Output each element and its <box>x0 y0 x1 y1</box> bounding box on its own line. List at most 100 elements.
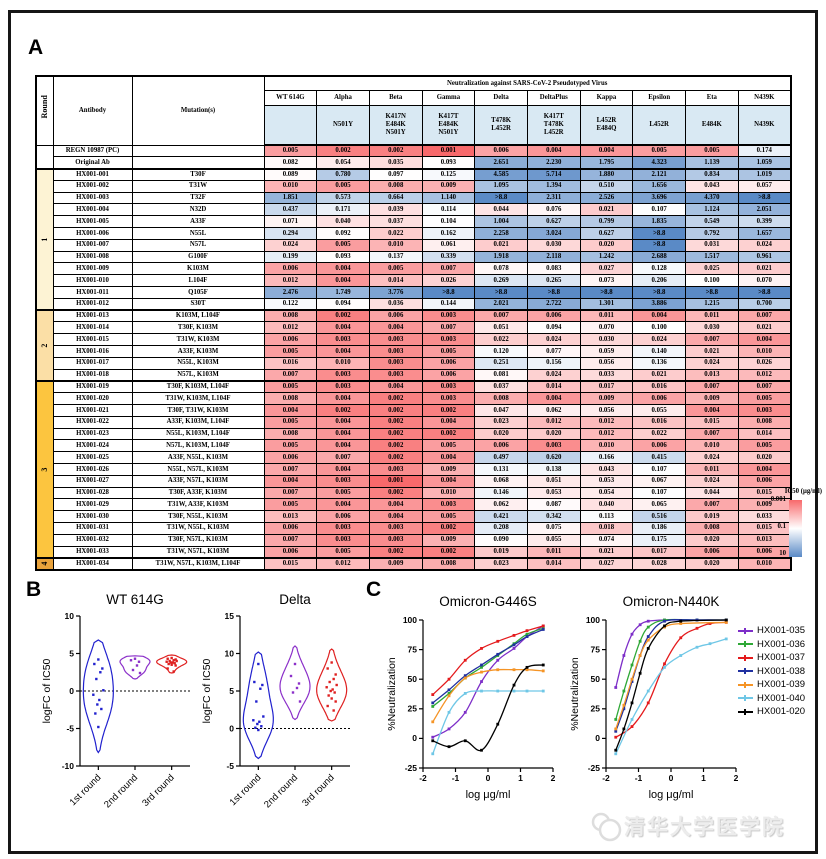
ic50-cell: 0.006 <box>421 356 476 370</box>
legend-entry: HX001-038 <box>738 665 805 679</box>
curve-data-point <box>480 689 483 693</box>
ic50-cell: 0.415 <box>632 451 686 465</box>
svg-text:1st round: 1st round <box>68 772 104 808</box>
svg-text:10: 10 <box>225 648 235 658</box>
ic50-cell: 5.714 <box>526 167 581 181</box>
violin-data-point <box>129 659 133 662</box>
ic50-cell: 0.007 <box>263 533 318 547</box>
curve-data-point <box>630 725 634 728</box>
legend-marker-icon <box>738 627 753 634</box>
ic50-cell: 1.656 <box>632 179 686 193</box>
curve-data-point <box>496 668 500 672</box>
ic50-cell: 1.835 <box>632 215 686 229</box>
table-row: HX001-018 N57L, K103M 0.007 0.003 0.003 0.006… <box>36 368 792 382</box>
variant-mutations: T478K L452R <box>474 105 528 146</box>
curve-data-point <box>525 665 529 669</box>
table-row: HX001-005 A33F 0.071 0.040 0.037 0.104 1.004 0.… <box>36 215 792 229</box>
violin-data-point <box>328 680 331 684</box>
curve-data-point <box>679 654 683 657</box>
curve-data-point <box>724 620 728 624</box>
mutation-list: N57L, K103M <box>131 368 265 382</box>
ic50-cell: 0.004 <box>368 510 423 523</box>
watermark-text: 清华大学医学院 <box>624 816 785 839</box>
ic50-cell: 0.004 <box>421 415 476 429</box>
ic50-cell: 0.011 <box>685 309 739 323</box>
ic50-cell: 0.004 <box>316 392 370 406</box>
curve-data-point <box>496 658 500 662</box>
mutation-list: T30F, K103M, L104F <box>131 379 265 394</box>
ic50-cell: 0.015 <box>737 486 792 500</box>
ic50-cell: 0.020 <box>579 238 634 252</box>
table-row: HX001-004 N32D 0.437 0.171 0.039 0.114 0.044 0.… <box>36 203 792 217</box>
ic50-cell: 0.162 <box>421 227 476 240</box>
curve-hx001-020 <box>615 619 727 751</box>
variant-mutations <box>263 105 318 146</box>
curve-data-point <box>646 635 650 638</box>
ic50-cell: 0.007 <box>737 379 792 394</box>
curve-data-point <box>614 729 618 733</box>
curve-data-point <box>695 626 699 630</box>
variant-mutations: K417T E484K N501Y <box>421 105 476 146</box>
violin-data-point <box>97 658 100 661</box>
ic50-cell: 0.004 <box>737 333 792 347</box>
ic50-cell: 2.230 <box>526 156 581 170</box>
table-row: HX001-017 N55L, K103M 0.016 0.010 0.003 0.006… <box>36 356 792 370</box>
curve-data-point <box>431 693 435 696</box>
ic50-cell: 0.021 <box>685 345 739 358</box>
ic50-cell: 0.012 <box>263 274 318 288</box>
svg-text:5: 5 <box>229 686 234 696</box>
variant-column-header: Alpha <box>316 90 370 106</box>
antibody-name: HX001-006 <box>52 227 133 240</box>
curve-data-point <box>630 718 634 721</box>
svg-text:logFC of IC50: logFC of IC50 <box>201 658 213 723</box>
ic50-cell: 0.005 <box>263 498 318 512</box>
table-row: 1 HX001-001 T30F 0.089 0.780 0.097 0.125 4.585 5… <box>35 167 792 311</box>
ic50-cell: 0.003 <box>368 533 423 547</box>
mutation-header: Mutation(s) <box>131 75 265 146</box>
ic50-cell: 0.070 <box>737 274 792 288</box>
ic50-cell: 2.311 <box>526 191 581 205</box>
ic50-cell: 0.093 <box>421 156 476 170</box>
ic50-cell: 0.054 <box>579 486 634 500</box>
ic50-cell: 0.056 <box>579 404 634 417</box>
violin-shape <box>119 655 151 680</box>
ic50-cell: 0.005 <box>316 179 370 193</box>
ic50-cell: 0.005 <box>263 345 318 358</box>
panel-b-label: B <box>26 578 42 601</box>
svg-text:log μg/ml: log μg/ml <box>649 789 694 801</box>
ic50-cell: 0.006 <box>685 545 739 559</box>
ic50-cell: 2.688 <box>632 250 686 264</box>
ic50-cell: 0.094 <box>526 321 581 335</box>
legend-label: HX001-039 <box>757 679 806 691</box>
curve-data-point <box>724 637 728 641</box>
round-band: 3 <box>35 379 54 559</box>
ic50-cell: 0.010 <box>737 345 792 358</box>
curve-data-point <box>679 619 683 623</box>
svg-text:25: 25 <box>591 704 601 714</box>
mutation-list: T30F, N57L, K103M <box>131 533 265 547</box>
ic50-cell: 0.014 <box>368 274 423 288</box>
ic50-cell: 0.062 <box>526 404 581 417</box>
ic50-cell: 0.024 <box>526 333 581 347</box>
ic50-cell: 0.003 <box>737 404 792 417</box>
antibody-name: HX001-022 <box>52 415 133 429</box>
ic50-cell: 0.021 <box>737 321 792 335</box>
ic50-cell: 0.007 <box>685 379 739 394</box>
svg-text:5: 5 <box>69 648 74 658</box>
ic50-cell: 0.004 <box>632 309 686 323</box>
ic50-cell: 0.025 <box>685 262 739 276</box>
legend-entry: HX001-020 <box>738 705 805 719</box>
colorbar-gradient <box>789 500 802 557</box>
colorbar-tick-mid: 0.1 <box>777 523 787 530</box>
ic50-cell: 0.030 <box>579 333 634 347</box>
variant-mutations: N501Y <box>316 105 370 146</box>
round-header: Round <box>35 75 54 146</box>
curve-data-point <box>622 707 626 711</box>
violin-data-point <box>133 657 137 660</box>
mutation-list: N55L <box>131 227 265 240</box>
ic50-cell: 0.516 <box>632 510 686 523</box>
ic50-cell: 1.851 <box>263 191 318 205</box>
ic50-cell: 0.010 <box>737 556 792 571</box>
violin-shape <box>316 648 348 722</box>
